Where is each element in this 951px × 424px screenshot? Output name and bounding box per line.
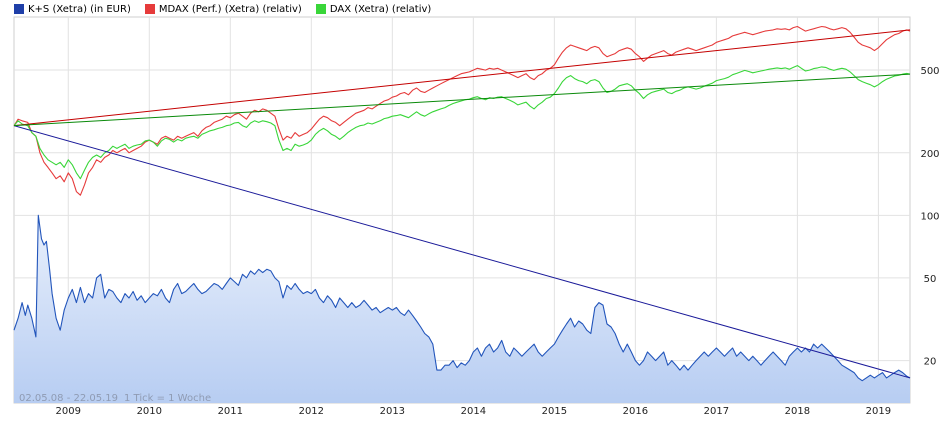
x-tick-label-2015: 2015 [542,406,567,417]
x-tick-label-2010: 2010 [137,406,162,417]
legend-item-dax[interactable]: DAX (Xetra) (relativ) [315,3,432,15]
legend-item-kplus-s[interactable]: K+S (Xetra) (in EUR) [14,4,131,15]
series-line-mdax-perf-xetra-relativ [13,25,911,196]
x-tick-label-2017: 2017 [704,406,729,417]
series-line-k-s-xetra-in-eur [13,214,911,382]
y-tick-label-200: 200 [920,149,939,160]
series-area-k-s-xetra-in-eur [14,215,910,403]
tick-info-label: 1 Tick = 1 Woche [124,393,211,404]
trend-lines [13,29,911,379]
x-tick-label-2012: 2012 [299,406,324,417]
series-line-dax-xetra-relativ [13,65,911,180]
trend-line-dax-trend [13,73,911,127]
y-axis-tick-labels: 20 50 100 200 500 [920,66,939,368]
legend-swatch-kplus-s [14,4,24,14]
x-tick-label-2016: 2016 [623,406,648,417]
trend-line-k-s-trend [13,125,911,379]
x-tick-label-2014: 2014 [461,406,486,417]
x-tick-label-2019: 2019 [866,406,891,417]
legend-label-dax: DAX (Xetra) (relativ) [329,3,432,15]
legend: K+S (Xetra) (in EUR) MDAX (Perf.) (Xetra… [14,2,431,16]
x-tick-label-2011: 2011 [218,406,243,417]
y-tick-label-50: 50 [924,274,937,285]
x-tick-label-2013: 2013 [380,406,405,417]
date-range-label: 02.05.08 - 22.05.19 [19,393,118,404]
x-tick-label-2018: 2018 [785,406,810,417]
x-axis-tick-labels: 2009 2010 2011 2012 2013 2014 2015 2016 2017 2018… [56,406,892,417]
legend-label-kplus-s: K+S (Xetra) (in EUR) [28,3,131,15]
y-tick-label-500: 500 [920,66,939,77]
y-tick-label-100: 100 [920,211,939,222]
trend-line-mdax-trend [13,29,911,127]
series-layer [13,25,911,403]
legend-swatch-mdax [144,4,155,14]
x-tick-label-2009: 2009 [56,406,81,417]
legend-swatch-dax [315,4,326,14]
legend-item-mdax[interactable]: MDAX (Perf.) (Xetra) (relativ) [144,3,302,15]
legend-label-mdax: MDAX (Perf.) (Xetra) (relativ) [158,3,302,15]
y-tick-label-20: 20 [924,357,937,368]
